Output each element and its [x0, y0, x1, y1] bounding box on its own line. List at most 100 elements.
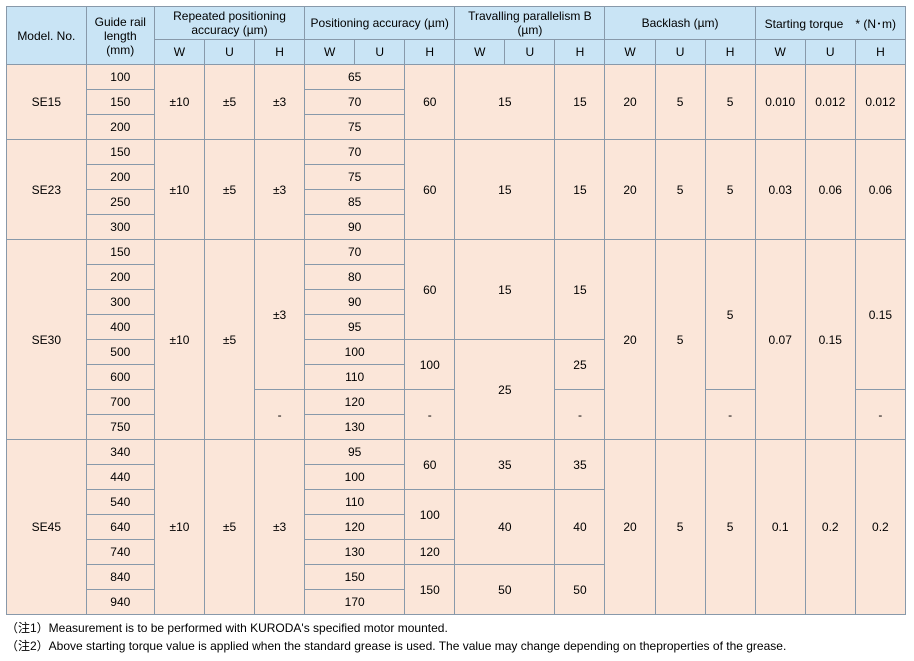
val-cell: 75	[305, 115, 405, 140]
val-cell: ±10	[154, 240, 204, 440]
val-cell: 65	[305, 65, 405, 90]
val-cell: 0.2	[805, 440, 855, 615]
rail-cell: 150	[86, 90, 154, 115]
hdr-H: H	[255, 40, 305, 65]
val-cell: ±3	[255, 140, 305, 240]
val-cell: 20	[605, 240, 655, 440]
val-cell: 110	[305, 490, 405, 515]
val-cell: 0.012	[805, 65, 855, 140]
val-cell: 0.15	[805, 240, 855, 440]
model-cell: SE23	[7, 140, 87, 240]
val-cell: 60	[405, 440, 455, 490]
val-cell: 15	[455, 65, 555, 140]
rail-cell: 300	[86, 290, 154, 315]
val-cell: ±10	[154, 140, 204, 240]
val-cell: 0.03	[755, 140, 805, 240]
rail-cell: 100	[86, 65, 154, 90]
val-cell: 0.06	[805, 140, 855, 240]
val-cell: 5	[655, 240, 705, 440]
spec-table: Model. No. Guide rail length (mm) Repeat…	[6, 6, 906, 615]
val-cell: 15	[555, 240, 605, 340]
val-cell: -	[405, 390, 455, 440]
hdr-W: W	[154, 40, 204, 65]
val-cell: 0.2	[855, 440, 905, 615]
hdr-rail: Guide rail length (mm)	[86, 7, 154, 65]
rail-cell: 700	[86, 390, 154, 415]
rail-cell: 200	[86, 265, 154, 290]
rail-cell: 400	[86, 315, 154, 340]
hdr-W: W	[755, 40, 805, 65]
table-row: SE30 150 ±10 ±5 ±3 70 60 15 15 20 5 5 0.…	[7, 240, 906, 265]
val-cell: 70	[305, 90, 405, 115]
val-cell: 15	[455, 240, 555, 340]
hdr-H: H	[405, 40, 455, 65]
rail-cell: 200	[86, 115, 154, 140]
val-cell: ±5	[204, 65, 254, 140]
hdr-H: H	[555, 40, 605, 65]
val-cell: 60	[405, 65, 455, 140]
rail-cell: 340	[86, 440, 154, 465]
hdr-model: Model. No.	[7, 7, 87, 65]
val-cell: 80	[305, 265, 405, 290]
hdr-H: H	[855, 40, 905, 65]
val-cell: -	[705, 390, 755, 440]
rail-cell: 940	[86, 590, 154, 615]
val-cell: ±3	[255, 440, 305, 615]
rail-cell: 440	[86, 465, 154, 490]
val-cell: 15	[555, 65, 605, 140]
hdr-torque: Starting torque * (N･m)	[755, 7, 905, 40]
val-cell: ±5	[204, 440, 254, 615]
note-2: （注2）Above starting torque value is appli…	[6, 637, 908, 655]
val-cell: 60	[405, 240, 455, 340]
val-cell: -	[255, 390, 305, 440]
val-cell: 5	[655, 440, 705, 615]
val-cell: 0.07	[755, 240, 805, 440]
val-cell: 5	[655, 65, 705, 140]
val-cell: 15	[455, 140, 555, 240]
val-cell: 100	[405, 490, 455, 540]
val-cell: 60	[405, 140, 455, 240]
hdr-U: U	[204, 40, 254, 65]
val-cell: 90	[305, 290, 405, 315]
val-cell: ±5	[204, 240, 254, 440]
rail-cell: 150	[86, 140, 154, 165]
rail-cell: 840	[86, 565, 154, 590]
rail-cell: 150	[86, 240, 154, 265]
hdr-U: U	[505, 40, 555, 65]
rail-cell: 640	[86, 515, 154, 540]
rail-cell: 740	[86, 540, 154, 565]
hdr-back: Backlash (µm)	[605, 7, 755, 40]
val-cell: 35	[555, 440, 605, 490]
table-row: SE45 340 ±10 ±5 ±3 95 60 35 35 20 5 5 0.…	[7, 440, 906, 465]
val-cell: 5	[705, 65, 755, 140]
val-cell: 0.010	[755, 65, 805, 140]
hdr-W: W	[455, 40, 505, 65]
table-row: SE23 150 ±10 ±5 ±3 70 60 15 15 20 5 5 0.…	[7, 140, 906, 165]
val-cell: 150	[405, 565, 455, 615]
val-cell: 85	[305, 190, 405, 215]
val-cell: 95	[305, 315, 405, 340]
footnotes: （注1）Measurement is to be performed with …	[6, 619, 908, 655]
val-cell: 170	[305, 590, 405, 615]
model-cell: SE15	[7, 65, 87, 140]
val-cell: 100	[305, 465, 405, 490]
val-cell: 40	[455, 490, 555, 565]
val-cell: 20	[605, 440, 655, 615]
rail-cell: 300	[86, 215, 154, 240]
val-cell: 100	[305, 340, 405, 365]
val-cell: 70	[305, 140, 405, 165]
hdr-U: U	[805, 40, 855, 65]
val-cell: 130	[305, 540, 405, 565]
val-cell: 130	[305, 415, 405, 440]
val-cell: ±5	[204, 140, 254, 240]
hdr-rep: Repeated positioning accuracy (µm)	[154, 7, 304, 40]
rail-cell: 540	[86, 490, 154, 515]
val-cell: 20	[605, 65, 655, 140]
val-cell: 25	[555, 340, 605, 390]
val-cell: 120	[405, 540, 455, 565]
val-cell: 120	[305, 390, 405, 415]
hdr-U: U	[355, 40, 405, 65]
val-cell: -	[555, 390, 605, 440]
val-cell: 0.012	[855, 65, 905, 140]
rail-cell: 500	[86, 340, 154, 365]
